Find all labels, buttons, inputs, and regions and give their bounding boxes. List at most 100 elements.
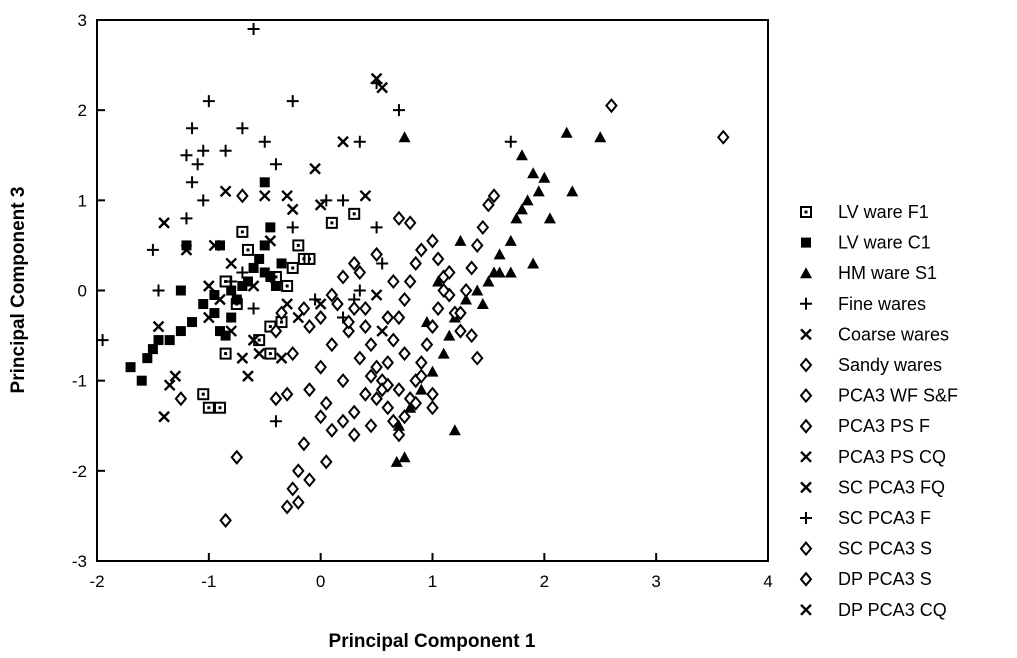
legend-label: HM ware S1 [838, 263, 937, 283]
data-point [527, 257, 540, 269]
legend-label: SC PCA3 F [838, 508, 931, 528]
data-point [487, 188, 501, 204]
x-axis-ticks: -2 -1 0 1 2 3 4 [89, 553, 773, 591]
legend-label: LV ware C1 [838, 233, 931, 253]
data-point [219, 512, 232, 528]
data-point [314, 359, 327, 375]
x-tick-label: -1 [201, 572, 216, 591]
data-point [376, 257, 389, 270]
data-point [202, 401, 215, 414]
data-point [527, 167, 540, 179]
legend-marker [799, 571, 813, 587]
legend-marker [800, 297, 812, 310]
data-point [426, 386, 439, 402]
data-point [202, 95, 215, 108]
plot-frame [96, 19, 769, 562]
data-point [281, 279, 294, 292]
data-point [381, 377, 395, 393]
data-point [303, 382, 316, 398]
legend-label: SC PCA3 FQ [838, 477, 945, 497]
data-point [230, 449, 244, 465]
data-point [215, 326, 226, 337]
data-point [241, 243, 254, 256]
data-point [276, 258, 287, 269]
data-point [515, 203, 528, 215]
data-point [309, 162, 321, 175]
data-point [347, 300, 361, 317]
data-point [426, 233, 439, 249]
data-point [163, 379, 176, 392]
data-point [454, 234, 467, 246]
data-point [381, 309, 395, 326]
data-point [426, 319, 439, 335]
data-point [342, 314, 355, 330]
y-tick-label: 0 [78, 282, 87, 301]
data-point [319, 395, 333, 411]
data-point [493, 266, 506, 278]
data-point [403, 215, 417, 231]
data-point [426, 400, 439, 416]
data-point [191, 158, 204, 171]
data-point [186, 122, 199, 135]
data-point [359, 319, 372, 335]
data-point [390, 455, 403, 467]
data-point [319, 454, 333, 470]
data-point [336, 269, 350, 285]
data-point [215, 240, 226, 251]
legend-label: PCA3 PS F [838, 416, 930, 436]
data-point [226, 285, 237, 296]
data-point [209, 290, 220, 301]
data-point [158, 217, 170, 229]
data-point [392, 104, 405, 117]
data-point [409, 255, 423, 272]
data-point [253, 347, 266, 360]
data-point [247, 334, 260, 346]
data-point [202, 280, 215, 292]
data-point [348, 207, 361, 220]
data-point [292, 311, 305, 324]
legend-marker [800, 450, 812, 463]
data-point [286, 261, 299, 274]
legend-label: PCA3 WF S&F [838, 386, 958, 406]
data-point [180, 244, 193, 256]
data-point [164, 335, 175, 346]
data-point [504, 234, 517, 246]
data-point [242, 276, 253, 287]
data-point [347, 427, 361, 443]
data-point [247, 23, 260, 36]
data-point [236, 352, 249, 364]
data-point [225, 257, 238, 270]
data-point [265, 222, 276, 233]
data-point [309, 293, 322, 306]
data-point [175, 326, 186, 337]
data-point [219, 347, 232, 360]
legend-label: DP PCA3 CQ [838, 600, 947, 620]
data-point [314, 198, 327, 211]
data-point [493, 248, 506, 260]
data-point [459, 282, 473, 299]
legend-label: Sandy wares [838, 355, 942, 375]
data-point [303, 252, 316, 265]
x-tick-label: -2 [89, 572, 104, 591]
data-point [347, 255, 361, 272]
y-axis-title: Principal Component 3 [8, 187, 29, 394]
data-point [398, 346, 411, 362]
y-tick-label: -2 [72, 462, 87, 481]
data-point [454, 323, 467, 339]
data-point [504, 135, 517, 148]
data-point [142, 353, 153, 364]
data-point [392, 382, 406, 398]
data-point [314, 298, 327, 310]
x-tick-label: 4 [763, 572, 772, 591]
data-point [219, 185, 232, 198]
data-point [381, 355, 395, 371]
y-tick-label: -1 [72, 372, 87, 391]
data-point [370, 246, 383, 262]
data-point [420, 337, 434, 353]
data-point [566, 185, 579, 197]
data-point [220, 330, 231, 341]
data-point [470, 350, 484, 366]
y-tick-label: -3 [72, 552, 87, 571]
data-point [392, 210, 406, 226]
data-point [225, 325, 238, 337]
